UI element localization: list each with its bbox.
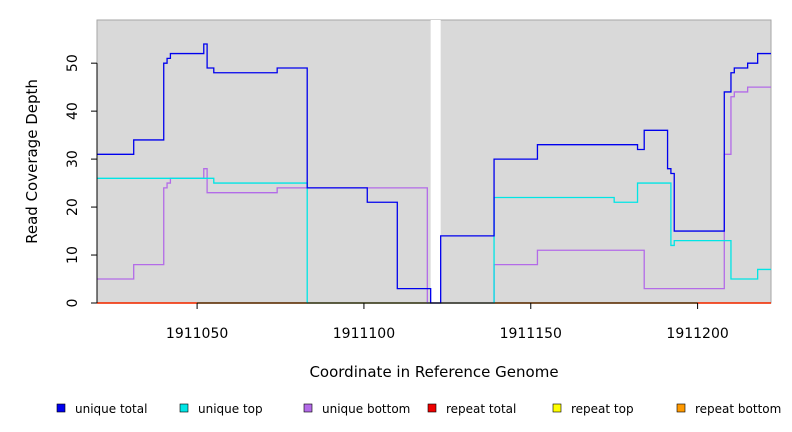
x-tick-label: 1911200: [666, 326, 728, 342]
x-tick-label: 1911150: [500, 326, 562, 342]
y-tick-label: 50: [65, 54, 81, 72]
legend-swatch-repeat-top: [552, 403, 562, 413]
y-tick-label: 40: [65, 102, 81, 120]
x-tick-label: 1911100: [333, 326, 395, 342]
x-tick-label: 1911050: [166, 326, 228, 342]
axis-layer: 0 10 20 30 40 50 1911050 1911100 1911150 1911200: [65, 54, 729, 342]
legend: unique total unique top unique bottom repea…: [56, 402, 781, 416]
legend-label-repeat-top: repeat top: [571, 402, 634, 416]
legend-label-repeat-bottom: repeat bottom: [695, 402, 781, 416]
y-tick-label: 0: [65, 299, 81, 308]
legend-swatch-unique-bottom: [303, 403, 313, 413]
legend-swatch-repeat-total: [427, 403, 437, 413]
legend-label-repeat-total: repeat total: [446, 402, 516, 416]
x-axis-label: Coordinate in Reference Genome: [309, 363, 558, 381]
coverage-gap-band: [430, 20, 441, 303]
legend-swatch-repeat-bottom: [676, 403, 686, 413]
legend-swatch-unique-top: [179, 403, 189, 413]
legend-label-unique-top: unique top: [198, 402, 263, 416]
y-tick-label: 20: [65, 198, 81, 216]
legend-swatch-unique-total: [56, 403, 66, 413]
legend-label-unique-total: unique total: [75, 402, 147, 416]
y-tick-label: 10: [65, 246, 81, 264]
legend-label-unique-bottom: unique bottom: [322, 402, 410, 416]
y-axis-label: Read Coverage Depth: [23, 79, 41, 244]
y-tick-label: 30: [65, 150, 81, 168]
